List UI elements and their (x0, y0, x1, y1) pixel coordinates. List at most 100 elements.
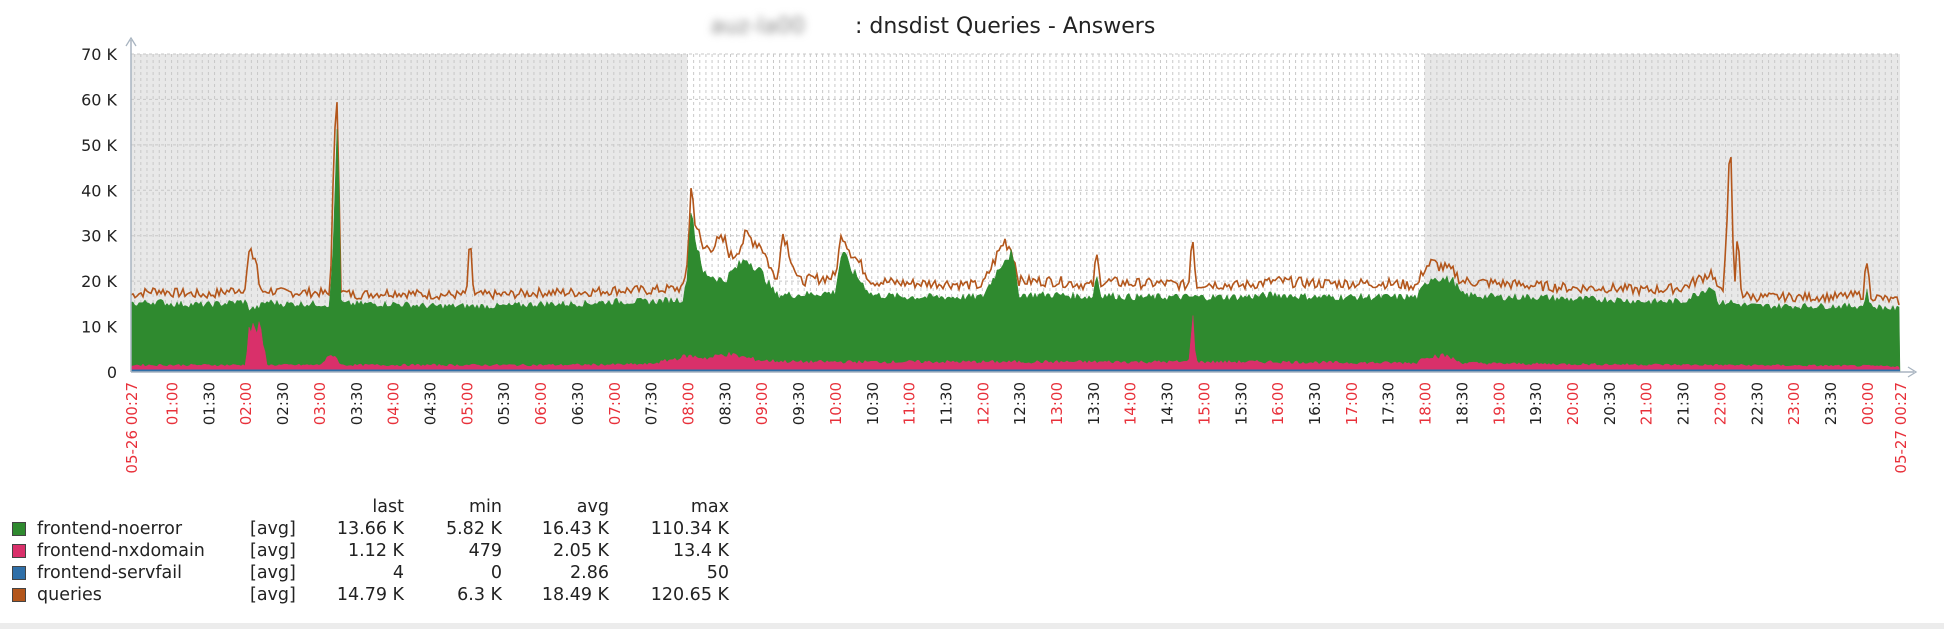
x-tick-label: 05:30 (495, 382, 513, 425)
x-tick-label: 02:30 (274, 382, 292, 425)
legend-row: frontend-nxdomain [avg] 1.12 K 479 2.05 K 13.… (12, 540, 732, 562)
y-tick-label: 0 (107, 363, 117, 382)
legend-series-name: frontend-nxdomain (37, 541, 205, 561)
y-tick-label: 60 K (81, 90, 117, 109)
legend-last: 1.12 K (347, 541, 404, 561)
legend-avg: 16.43 K (541, 519, 609, 539)
series-frontend-noerror-area (130, 129, 1901, 373)
legend-series-name: frontend-noerror (37, 519, 183, 539)
x-tick-label: 21:00 (1638, 382, 1656, 425)
legend-min: 6.3 K (457, 585, 502, 605)
y-tick-label: 10 K (81, 318, 117, 337)
x-tick-labels: 05-26 00:27 01:00 01:30 02:00 02:30 03:00 03:3… (123, 382, 1910, 474)
x-tick-label: 22:30 (1748, 382, 1766, 425)
legend-header-min: min (468, 497, 502, 517)
x-tick-label: 01:30 (200, 382, 218, 425)
x-tick-label: 07:30 (643, 382, 661, 425)
legend-avg: 2.05 K (552, 541, 609, 561)
x-tick-label: 22:00 (1711, 382, 1729, 425)
legend-avg: 2.86 (570, 563, 609, 583)
x-tick-label: 12:00 (974, 382, 992, 425)
chart-title: : dnsdist Queries - Answers (855, 14, 1155, 39)
x-tick-label: 00:00 (1859, 382, 1877, 425)
x-tick-label: 14:30 (1159, 382, 1177, 425)
x-tick-label: 03:00 (311, 382, 329, 425)
x-tick-label: 12:30 (1011, 382, 1029, 425)
x-tick-label: 17:30 (1380, 382, 1398, 425)
x-tick-label: 11:30 (938, 382, 956, 425)
chart-legend: last min avg max frontend-noerror [avg] 13… (12, 496, 732, 606)
legend-last: 4 (392, 563, 404, 583)
legend-row: queries [avg] 14.79 K 6.3 K 18.49 K 120.65 K (12, 584, 732, 606)
legend-header-avg: avg (576, 497, 609, 517)
legend-swatch (12, 566, 26, 580)
x-tick-label: 20:00 (1564, 382, 1582, 425)
chart-title-host: auz-la00 (711, 14, 806, 39)
x-tick-label: 15:00 (1196, 382, 1214, 425)
x-tick-label: 13:30 (1085, 382, 1103, 425)
legend-swatch (12, 544, 26, 558)
x-tick-label: 06:30 (569, 382, 587, 425)
x-tick-label: 09:30 (790, 382, 808, 425)
x-tick-label: 08:00 (680, 382, 698, 425)
x-tick-label: 05-27 00:27 (1892, 382, 1910, 474)
x-tick-label: 16:30 (1306, 382, 1324, 425)
x-tick-label: 11:00 (901, 382, 919, 425)
x-tick-label: 21:30 (1675, 382, 1693, 425)
x-tick-label: 03:30 (348, 382, 366, 425)
x-tick-label: 07:00 (606, 382, 624, 425)
x-tick-label: 14:00 (1122, 382, 1140, 425)
legend-header-max: max (690, 497, 729, 517)
x-tick-label: 23:30 (1822, 382, 1840, 425)
legend-header-last: last (372, 497, 404, 517)
legend-series-name: frontend-servfail (37, 563, 182, 583)
legend-min: 479 (468, 541, 502, 561)
legend-series-name: queries (37, 585, 102, 605)
legend-max: 13.4 K (672, 541, 729, 561)
legend-function: [avg] (250, 519, 296, 539)
x-tick-label: 16:00 (1269, 382, 1287, 425)
y-tick-label: 20 K (81, 272, 117, 291)
x-tick-label: 01:00 (164, 382, 182, 425)
page-bottom-bar (0, 623, 1944, 629)
x-tick-label: 10:30 (864, 382, 882, 425)
y-axis-arrow (125, 36, 137, 47)
legend-row: frontend-servfail [avg] 4 0 2.86 50 (12, 562, 732, 584)
x-tick-label: 08:30 (716, 382, 734, 425)
x-tick-label: 10:00 (827, 382, 845, 425)
legend-max: 120.65 K (650, 585, 729, 605)
legend-avg: 18.49 K (541, 585, 609, 605)
legend-last: 14.79 K (336, 585, 404, 605)
x-tick-label: 02:00 (237, 382, 255, 425)
x-tick-label: 19:00 (1490, 382, 1508, 425)
x-tick-label: 05-26 00:27 (123, 382, 141, 474)
legend-row: frontend-noerror [avg] 13.66 K 5.82 K 16.43 … (12, 518, 732, 540)
y-tick-label: 50 K (81, 136, 117, 155)
series-frontend-nxdomain-area (130, 315, 1901, 373)
x-axis-arrow (1907, 366, 1918, 378)
series-layer (130, 102, 1901, 373)
legend-max: 50 (706, 563, 729, 583)
y-tick-label: 70 K (81, 45, 117, 64)
x-tick-label: 04:00 (385, 382, 403, 425)
x-tick-label: 18:30 (1453, 382, 1471, 425)
x-tick-label: 18:00 (1417, 382, 1435, 425)
x-tick-label: 09:00 (753, 382, 771, 425)
series-queries-line (130, 102, 1900, 306)
x-tick-label: 17:00 (1343, 382, 1361, 425)
x-tick-label: 20:30 (1601, 382, 1619, 425)
legend-header: last min avg max (12, 496, 732, 518)
x-tick-label: 13:00 (1048, 382, 1066, 425)
legend-swatch (12, 588, 26, 602)
legend-swatch (12, 522, 26, 536)
legend-min: 0 (490, 563, 502, 583)
y-tick-label: 40 K (81, 181, 117, 200)
x-tick-label: 23:00 (1785, 382, 1803, 425)
legend-function: [avg] (250, 585, 296, 605)
x-tick-label: 19:30 (1527, 382, 1545, 425)
y-tick-label: 30 K (81, 227, 117, 246)
x-tick-label: 15:30 (1232, 382, 1250, 425)
legend-min: 5.82 K (445, 519, 502, 539)
legend-function: [avg] (250, 563, 296, 583)
legend-max: 110.34 K (650, 519, 729, 539)
